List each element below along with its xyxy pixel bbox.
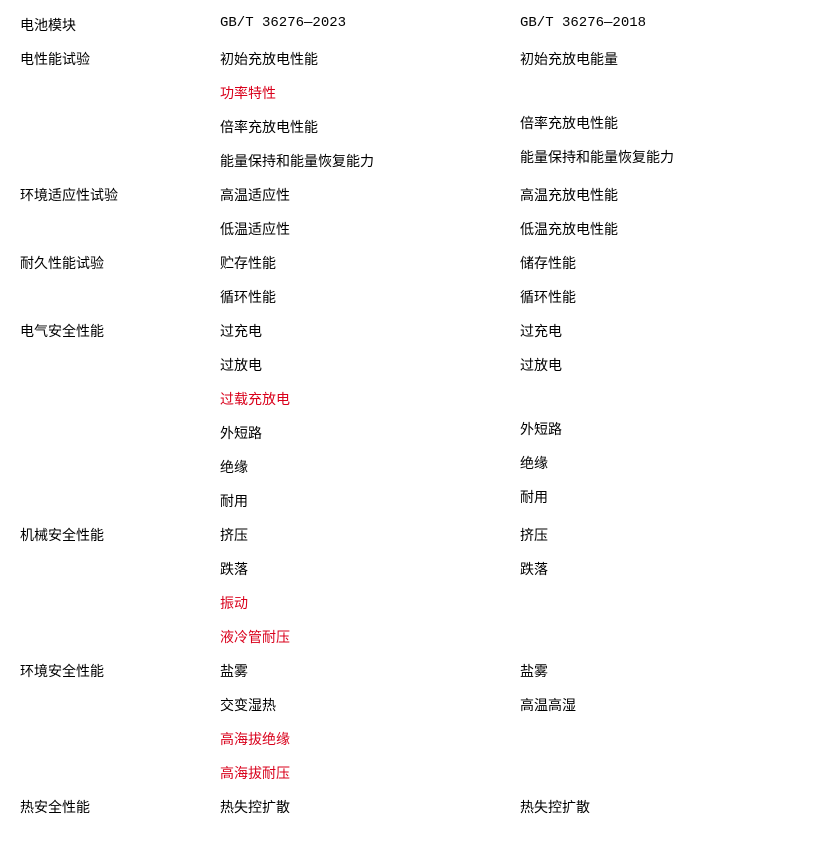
- item-2018: 挤压: [520, 525, 814, 552]
- item-2023: 过放电: [220, 348, 520, 382]
- category-cell: 环境安全性能: [20, 654, 220, 688]
- item-2023: 高海拔绝缘: [220, 722, 520, 756]
- item-2018: 绝缘: [520, 446, 814, 480]
- header-2023: GB/T 36276—2023: [220, 8, 520, 38]
- item-2023: 耐用: [220, 484, 520, 511]
- item-2023: 跌落: [220, 552, 520, 586]
- cell-2023: 初始充放电性能功率特性倍率充放电性能能量保持和能量恢复能力: [220, 42, 520, 178]
- cell-2018: 挤压跌落: [520, 518, 814, 646]
- cell-2023: 贮存性能循环性能: [220, 246, 520, 314]
- item-2018: [520, 76, 814, 106]
- cell-2018: 过充电过放电 外短路绝缘耐用: [520, 314, 814, 514]
- table-row: 机械安全性能挤压跌落振动液冷管耐压挤压跌落: [20, 518, 814, 654]
- item-2018: 能量保持和能量恢复能力: [520, 140, 814, 167]
- table-row: 环境安全性能盐雾交变湿热高海拔绝缘高海拔耐压盐雾高温高湿: [20, 654, 814, 790]
- item-2018: 跌落: [520, 552, 814, 586]
- item-2018: 低温充放电性能: [520, 212, 814, 239]
- item-2018: 倍率充放电性能: [520, 106, 814, 140]
- item-2018: [520, 382, 814, 412]
- cell-2018: 热失控扩散: [520, 790, 814, 824]
- category-cell: 电气安全性能: [20, 314, 220, 348]
- cell-2023: 热失控扩散: [220, 790, 520, 824]
- cell-2018: 初始充放电能量 倍率充放电性能能量保持和能量恢复能力: [520, 42, 814, 174]
- item-2023: 能量保持和能量恢复能力: [220, 144, 520, 171]
- cell-2023: 高温适应性低温适应性: [220, 178, 520, 246]
- item-2023: 外短路: [220, 416, 520, 450]
- item-2018: 高温充放电性能: [520, 185, 814, 212]
- item-2023: 盐雾: [220, 661, 520, 688]
- comparison-table: 电池模块 GB/T 36276—2023 GB/T 36276—2018 电性能…: [0, 0, 834, 844]
- item-2023: 过充电: [220, 321, 520, 348]
- item-2023: 循环性能: [220, 280, 520, 307]
- item-2023: 初始充放电性能: [220, 49, 520, 76]
- category-cell: 耐久性能试验: [20, 246, 220, 280]
- category-cell: 环境适应性试验: [20, 178, 220, 212]
- item-2023: 液冷管耐压: [220, 620, 520, 647]
- table-row: 环境适应性试验高温适应性低温适应性高温充放电性能低温充放电性能: [20, 178, 814, 246]
- cell-2023: 过充电过放电过载充放电外短路绝缘耐用: [220, 314, 520, 518]
- category-cell: 热安全性能: [20, 790, 220, 824]
- item-2023: 热失控扩散: [220, 797, 520, 817]
- item-2018: 初始充放电能量: [520, 49, 814, 76]
- item-2023: 交变湿热: [220, 688, 520, 722]
- item-2018: [520, 616, 814, 639]
- item-2023: 高温适应性: [220, 185, 520, 212]
- cell-2018: 盐雾高温高湿: [520, 654, 814, 782]
- cell-2018: 储存性能循环性能: [520, 246, 814, 314]
- item-2018: 储存性能: [520, 253, 814, 280]
- header-2018: GB/T 36276—2018: [520, 8, 814, 38]
- item-2018: 过放电: [520, 348, 814, 382]
- category-cell: 电性能试验: [20, 42, 220, 76]
- item-2018: 耐用: [520, 480, 814, 507]
- item-2023: 倍率充放电性能: [220, 110, 520, 144]
- item-2018: 循环性能: [520, 280, 814, 307]
- table-row: 电气安全性能过充电过放电过载充放电外短路绝缘耐用过充电过放电 外短路绝缘耐用: [20, 314, 814, 518]
- item-2023: 振动: [220, 586, 520, 620]
- item-2023: 高海拔耐压: [220, 756, 520, 783]
- table-header-row: 电池模块 GB/T 36276—2023 GB/T 36276—2018: [20, 8, 814, 42]
- table-row: 热安全性能热失控扩散热失控扩散: [20, 790, 814, 824]
- item-2018: 高温高湿: [520, 688, 814, 722]
- item-2023: 挤压: [220, 525, 520, 552]
- header-module: 电池模块: [20, 8, 220, 42]
- item-2018: [520, 722, 814, 752]
- cell-2023: 盐雾交变湿热高海拔绝缘高海拔耐压: [220, 654, 520, 790]
- table-row: 耐久性能试验贮存性能循环性能储存性能循环性能: [20, 246, 814, 314]
- item-2018: 外短路: [520, 412, 814, 446]
- item-2023: 功率特性: [220, 76, 520, 110]
- item-2018: 热失控扩散: [520, 797, 814, 817]
- cell-2023: 挤压跌落振动液冷管耐压: [220, 518, 520, 654]
- cell-2018: 高温充放电性能低温充放电性能: [520, 178, 814, 246]
- item-2023: 贮存性能: [220, 253, 520, 280]
- item-2023: 过载充放电: [220, 382, 520, 416]
- item-2023: 绝缘: [220, 450, 520, 484]
- item-2018: [520, 586, 814, 616]
- item-2018: [520, 752, 814, 775]
- category-cell: 机械安全性能: [20, 518, 220, 552]
- table-row: 电性能试验初始充放电性能功率特性倍率充放电性能能量保持和能量恢复能力初始充放电能…: [20, 42, 814, 178]
- item-2018: 盐雾: [520, 661, 814, 688]
- item-2023: 低温适应性: [220, 212, 520, 239]
- item-2018: 过充电: [520, 321, 814, 348]
